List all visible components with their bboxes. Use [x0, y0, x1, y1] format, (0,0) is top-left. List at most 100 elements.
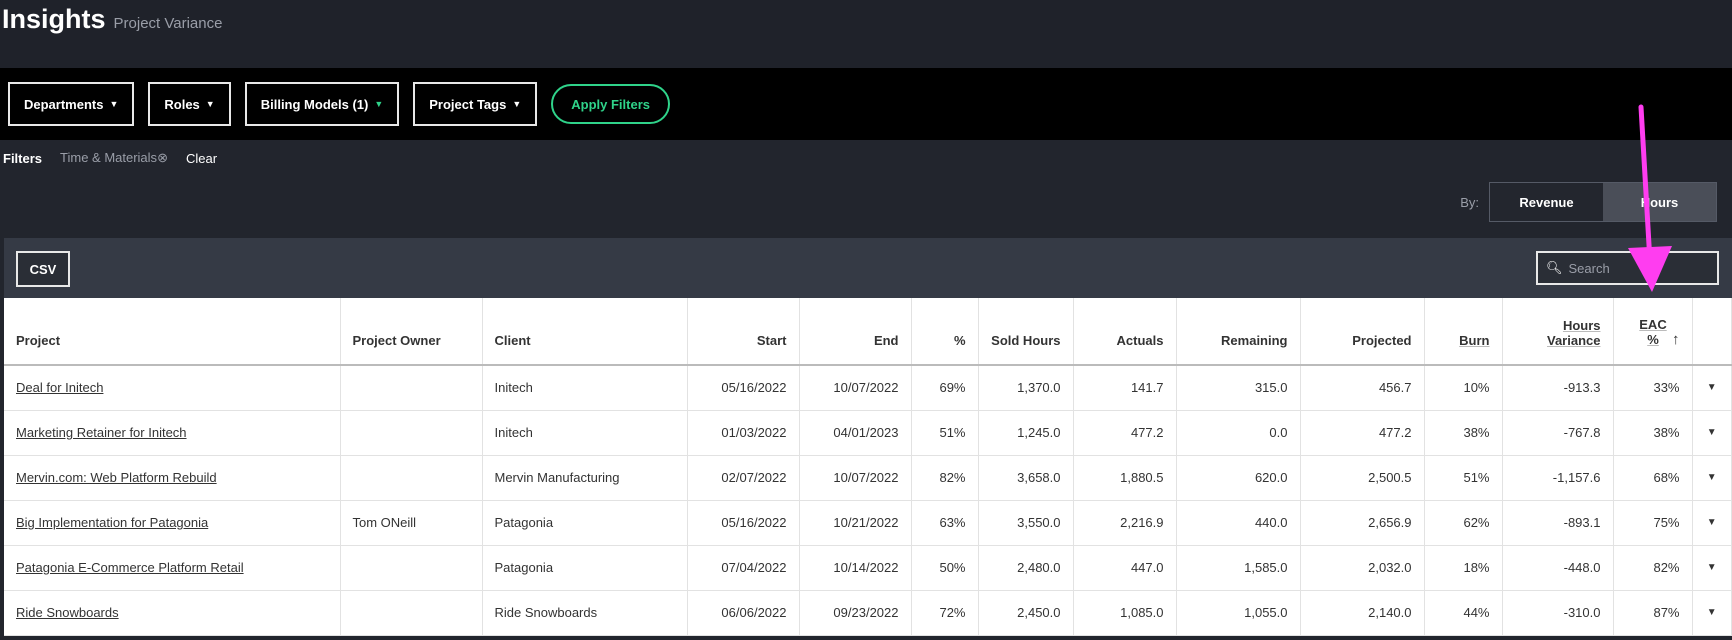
- filter-chip[interactable]: Time & Materials⊗: [60, 150, 168, 166]
- column-header[interactable]: Sold Hours: [978, 298, 1074, 366]
- remove-icon[interactable]: ⊗: [157, 150, 168, 165]
- table-cell: 3,658.0: [978, 455, 1074, 501]
- row-expand-caret-icon[interactable]: ▼: [1692, 545, 1732, 591]
- table-cell: 2,656.9: [1300, 500, 1425, 546]
- table-cell: Patagonia: [482, 545, 688, 591]
- table-cell: 2,450.0: [978, 590, 1074, 636]
- csv-button[interactable]: CSV: [16, 251, 70, 287]
- cell-value: Patagonia: [494, 560, 554, 575]
- column-header[interactable]: Project: [4, 298, 341, 366]
- table-cell: 51%: [911, 410, 979, 456]
- cell-value: 05/16/2022: [721, 515, 787, 530]
- column-header[interactable]: Start: [687, 298, 800, 366]
- table-cell: 72%: [911, 590, 979, 636]
- row-expand-caret-icon[interactable]: ▼: [1692, 455, 1732, 501]
- toggle-hours[interactable]: Hours: [1603, 183, 1716, 221]
- search-input[interactable]: 🔍︎ Search: [1536, 251, 1719, 285]
- table-cell: Ride Snowboards: [4, 590, 341, 636]
- column-header[interactable]: Remaining: [1176, 298, 1301, 366]
- column-header[interactable]: Burn: [1424, 298, 1503, 366]
- apply-filters-button[interactable]: Apply Filters: [551, 84, 670, 124]
- column-label: Hours Variance: [1547, 318, 1601, 348]
- departments-dropdown[interactable]: Departments ▼: [8, 82, 135, 126]
- toggle-revenue[interactable]: Revenue: [1490, 183, 1603, 221]
- row-expand-caret-icon[interactable]: ▼: [1692, 410, 1732, 456]
- cell-value: Initech: [494, 425, 533, 440]
- column-header[interactable]: %: [911, 298, 979, 366]
- column-header[interactable]: EAC % ↑: [1613, 298, 1693, 366]
- table-cell: Tom ONeill: [340, 500, 483, 546]
- table-cell: 02/07/2022: [687, 455, 800, 501]
- billing-models-dropdown[interactable]: Billing Models (1) ▼: [244, 82, 400, 126]
- table-cell: 3,550.0: [978, 500, 1074, 546]
- cell-value: 2,656.9: [1368, 515, 1412, 530]
- project-link[interactable]: Mervin.com: Web Platform Rebuild: [16, 470, 217, 485]
- roles-dropdown[interactable]: Roles ▼: [148, 82, 231, 126]
- column-header[interactable]: Projected: [1300, 298, 1425, 366]
- table-row: Deal for Initech Initech 05/16/2022 10/07/2…: [4, 365, 1732, 411]
- table-cell: 2,500.5: [1300, 455, 1425, 501]
- cell-value: Mervin Manufacturing: [494, 470, 620, 485]
- table-cell: 51%: [1424, 455, 1503, 501]
- project-link[interactable]: Patagonia E-Commerce Platform Retail: [16, 560, 244, 575]
- table-cell: 447.0: [1073, 545, 1177, 591]
- project-tags-dropdown[interactable]: Project Tags ▼: [413, 82, 538, 126]
- table-cell: 2,140.0: [1300, 590, 1425, 636]
- table-cell: 07/04/2022: [687, 545, 800, 591]
- cell-value: 69%: [939, 380, 966, 396]
- column-label: Projected: [1352, 333, 1412, 348]
- table-cell: 2,032.0: [1300, 545, 1425, 591]
- row-expand-caret-icon[interactable]: ▼: [1692, 500, 1732, 546]
- cell-value: 38%: [1463, 425, 1490, 440]
- column-label: Client: [494, 333, 531, 348]
- table-cell: Patagonia: [482, 500, 688, 546]
- table-row: Ride Snowboards Ride Snowboards 06/06/2022…: [4, 590, 1732, 636]
- column-header[interactable]: Actuals: [1073, 298, 1177, 366]
- table-cell: 141.7: [1073, 365, 1177, 411]
- cell-value: 10/14/2022: [833, 560, 899, 575]
- project-link[interactable]: Ride Snowboards: [16, 605, 119, 620]
- cell-value: 141.7: [1130, 380, 1164, 396]
- table-cell: -310.0: [1502, 590, 1614, 636]
- table-cell: 1,370.0: [978, 365, 1074, 411]
- cell-value: 38%: [1653, 425, 1680, 440]
- table-row: Patagonia E-Commerce Platform Retail Pata…: [4, 545, 1732, 591]
- table-cell: 38%: [1613, 410, 1693, 456]
- page-header: Insights Project Variance: [0, 0, 1732, 68]
- project-link[interactable]: Deal for Initech: [16, 380, 104, 396]
- table-cell: [340, 545, 483, 591]
- cell-value: 0.0: [1269, 425, 1288, 440]
- cell-value: 68%: [1653, 470, 1680, 485]
- active-filters: Filters Time & Materials⊗ Clear By: Reve…: [0, 140, 1732, 238]
- sort-ascending-icon[interactable]: ↑: [1672, 331, 1680, 348]
- cell-value: 10%: [1463, 380, 1490, 396]
- project-link[interactable]: Marketing Retainer for Initech: [16, 425, 187, 440]
- cell-value: 09/23/2022: [833, 605, 899, 620]
- table-cell: -1,157.6: [1502, 455, 1614, 501]
- clear-filters-link[interactable]: Clear: [185, 150, 218, 166]
- cell-value: 2,216.9: [1120, 515, 1164, 530]
- project-link[interactable]: Big Implementation for Patagonia: [16, 515, 209, 530]
- table-cell: 1,245.0: [978, 410, 1074, 456]
- table-row: Mervin.com: Web Platform Rebuild Mervin M…: [4, 455, 1732, 501]
- table-cell: Initech: [482, 410, 688, 456]
- cell-value: 01/03/2022: [721, 425, 787, 440]
- table-cell: 477.2: [1300, 410, 1425, 456]
- table-cell: [340, 590, 483, 636]
- column-label: Burn: [1459, 333, 1490, 348]
- table-cell: 477.2: [1073, 410, 1177, 456]
- cell-value: 72%: [939, 605, 966, 620]
- caret-down-icon: ▼: [374, 99, 384, 109]
- row-expand-caret-icon[interactable]: ▼: [1692, 365, 1732, 411]
- column-header[interactable]: End: [799, 298, 912, 366]
- table-cell: 06/06/2022: [687, 590, 800, 636]
- column-header[interactable]: Hours Variance: [1502, 298, 1614, 366]
- cell-value: 1,370.0: [1017, 380, 1061, 396]
- actions-header: [1692, 298, 1732, 366]
- table-row: Marketing Retainer for Initech Initech 01/…: [4, 410, 1732, 456]
- column-header[interactable]: Client: [482, 298, 688, 366]
- cell-value: 82%: [939, 470, 966, 485]
- table-cell: 0.0: [1176, 410, 1301, 456]
- row-expand-caret-icon[interactable]: ▼: [1692, 590, 1732, 636]
- column-header[interactable]: Project Owner: [340, 298, 483, 366]
